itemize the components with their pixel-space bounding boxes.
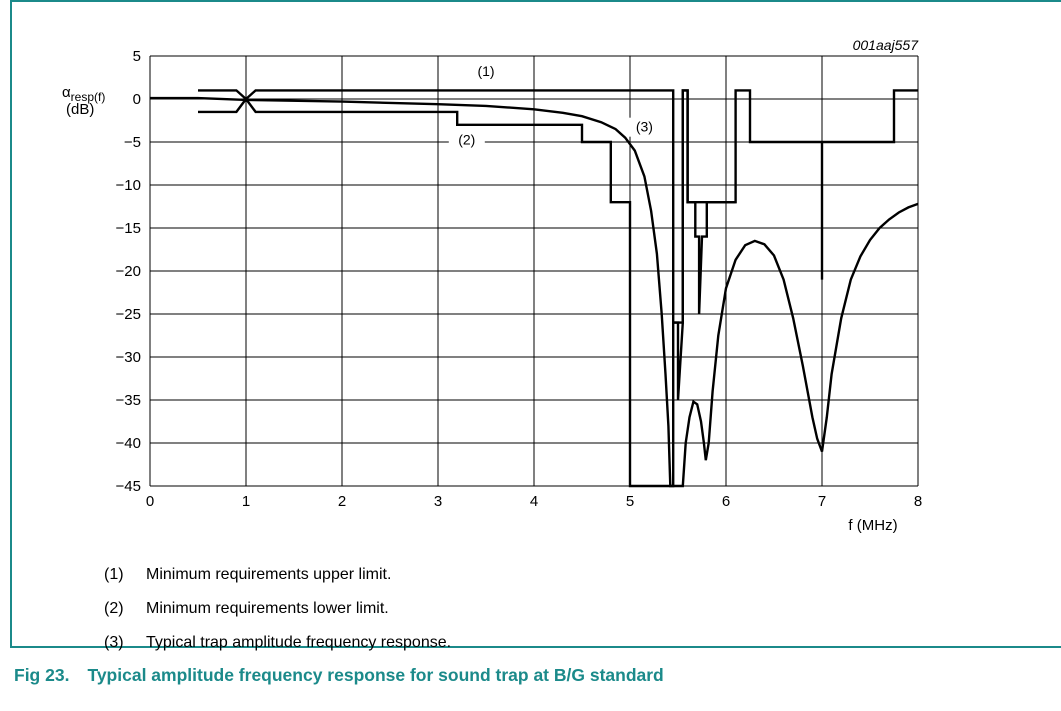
chart-annotations: (1) (2) (3) <box>448 61 663 150</box>
y-tick-label: −15 <box>116 220 141 237</box>
x-tick-label: 8 <box>914 493 922 510</box>
caption-text: Typical amplitude frequency response for… <box>87 665 664 685</box>
y-tick-label: −45 <box>116 478 141 495</box>
x-tick-label: 5 <box>626 493 634 510</box>
figure-id: 001aaj557 <box>853 37 920 53</box>
chart: 0 1 2 3 4 5 6 7 8 5 0 −5 −10 −15 −20 −25 −30 −35 −40 −45 (1… <box>62 37 923 534</box>
y-tick-label: −5 <box>124 134 141 151</box>
y-axis-unit: (dB) <box>66 101 94 118</box>
annotation-bg <box>626 117 663 137</box>
y-axis-label-subscript: resp(f) <box>71 90 106 104</box>
y-tick-label: −30 <box>116 349 141 366</box>
annotation-label-3: (3) <box>636 119 653 135</box>
x-tick-label: 0 <box>146 493 154 510</box>
annotation-bg <box>448 130 485 150</box>
figure-caption: Fig 23. Typical amplitude frequency respo… <box>14 665 664 686</box>
y-tick-label: 0 <box>133 91 141 108</box>
y-tick-label: −40 <box>116 435 141 452</box>
x-tick-label: 4 <box>530 493 538 510</box>
y-tick-label: 5 <box>133 48 141 65</box>
frame-left-border <box>10 0 12 648</box>
note-number: (1) <box>104 566 124 583</box>
y-tick-label: −25 <box>116 306 141 323</box>
note-number: (2) <box>104 600 124 617</box>
note-text: Minimum requirements lower limit. <box>146 600 389 617</box>
note-3: (3) Typical trap amplitude frequency res… <box>104 634 451 668</box>
note-2: (2) Minimum requirements lower limit. <box>104 600 451 634</box>
y-tick-label: −10 <box>116 177 141 194</box>
x-axis-label: f (MHz) <box>848 517 897 534</box>
x-tick-label: 1 <box>242 493 250 510</box>
series-line-1 <box>198 89 918 401</box>
series-line-2 <box>198 89 736 488</box>
y-tick-label: −35 <box>116 392 141 409</box>
note-text: Minimum requirements upper limit. <box>146 566 392 583</box>
x-tick-label: 6 <box>722 493 730 510</box>
chart-tick-labels: 0 1 2 3 4 5 6 7 8 5 0 −5 −10 −15 −20 −25 −30 −35 −40 −45 <box>116 48 923 510</box>
x-tick-label: 2 <box>338 493 346 510</box>
chart-series <box>150 89 919 488</box>
notes: (1) Minimum requirements upper limit. (2… <box>104 566 451 668</box>
frame-top-border <box>10 0 1061 2</box>
y-axis-label-symbol: α <box>62 84 71 101</box>
note-number: (3) <box>104 634 124 651</box>
annotation-label-2: (2) <box>458 132 475 148</box>
y-axis-label: αresp(f) <box>62 84 105 104</box>
x-tick-label: 7 <box>818 493 826 510</box>
frame-bottom-border <box>10 646 1061 648</box>
note-text: Typical trap amplitude frequency respons… <box>146 634 452 651</box>
caption-label: Fig 23. <box>14 665 70 685</box>
x-tick-label: 3 <box>434 493 442 510</box>
annotation-label-1: (1) <box>477 63 494 79</box>
chart-grid <box>149 55 919 487</box>
note-1: (1) Minimum requirements upper limit. <box>104 566 451 600</box>
annotation-bg <box>468 61 504 81</box>
series-line-3 <box>150 96 919 488</box>
y-tick-label: −20 <box>116 263 141 280</box>
